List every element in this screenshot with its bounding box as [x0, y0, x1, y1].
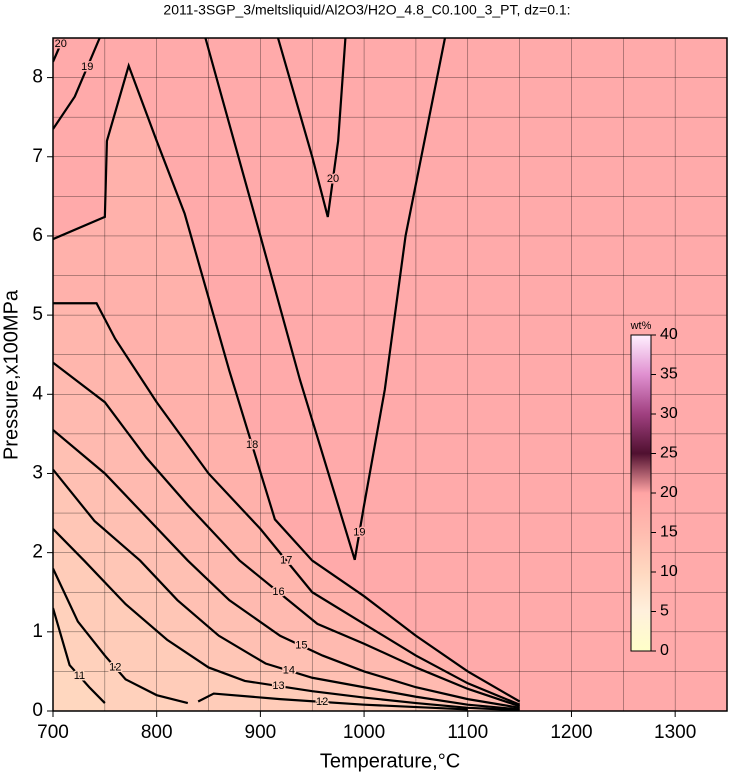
plot-area: 18 17 16 15 14 13 12 11 12 19 19 20 20	[53, 38, 727, 711]
colorbar-tick-label: 5	[660, 603, 669, 620]
x-tick-label: 900	[245, 722, 277, 743]
y-tick-label: 6	[32, 225, 43, 246]
contour-label: 14	[283, 665, 295, 677]
contour-line	[53, 468, 520, 711]
colorbar	[630, 334, 652, 652]
y-tick-label: 2	[32, 542, 43, 563]
y-tick-label: 8	[32, 67, 43, 88]
y-tick-label: 1	[32, 621, 43, 642]
x-tick-label: 1200	[550, 722, 592, 743]
contour-label: 15	[295, 640, 307, 652]
x-axis-label: Temperature,°C	[320, 750, 460, 772]
colorbar-tick-label: 15	[660, 524, 678, 541]
contour-line	[53, 607, 106, 704]
contour-line	[197, 692, 468, 711]
colorbar-tick-label: 20	[660, 484, 678, 501]
colorbar-tick-label: 35	[660, 366, 678, 383]
colorbar-tick-label: 10	[660, 563, 678, 580]
y-axis-label: Pressure,x100MPa	[0, 289, 22, 460]
contour-band	[53, 528, 520, 711]
y-tick-label: 0	[32, 700, 43, 721]
contour-line	[53, 528, 520, 711]
colorbar-tick-label: 30	[660, 405, 678, 422]
contour-line	[276, 38, 347, 218]
colorbar-tick-label: 0	[660, 642, 669, 659]
contour-line	[53, 361, 520, 708]
contour-label: 19	[81, 61, 93, 73]
y-tick-label: 4	[32, 383, 43, 404]
x-tick-label: 1300	[654, 722, 696, 743]
contour-label: 18	[246, 439, 258, 451]
contour-label: 16	[272, 586, 284, 598]
contour-line	[53, 429, 520, 709]
contour-line	[53, 38, 101, 130]
contour-label: 12	[109, 661, 121, 673]
x-tick-label: 800	[141, 722, 173, 743]
contour-label: 11	[74, 670, 85, 682]
contour-line	[53, 302, 521, 706]
colorbar-tick-label: 25	[660, 445, 678, 462]
x-tick-label: 1100	[447, 722, 488, 743]
contour-label: 12	[316, 696, 328, 708]
contour-line	[204, 38, 447, 561]
contour-band	[53, 568, 188, 711]
y-tick-label: 7	[32, 146, 43, 167]
contour-line	[53, 38, 65, 63]
colorbar-tick-label: 40	[660, 326, 678, 343]
x-tick-label: 1000	[343, 722, 385, 743]
contour-label: 20	[55, 38, 67, 50]
y-tick-label: 3	[32, 462, 43, 483]
contour-line	[53, 62, 521, 703]
x-tick-label: 700	[37, 722, 69, 743]
y-tick-label: 5	[32, 304, 43, 325]
contour-label: 13	[272, 680, 284, 692]
colorbar-label: wt%	[630, 320, 652, 332]
chart-title: 2011-3SGP_3/meltsliquid/Al2O3/H2O_4.8_C0…	[163, 2, 570, 18]
contour-band	[53, 608, 105, 711]
contour-label: 20	[327, 173, 339, 185]
plot-frame	[52, 37, 728, 712]
contour-label: 19	[353, 526, 365, 538]
contour-line	[53, 568, 189, 705]
contour-label: 17	[280, 554, 292, 566]
